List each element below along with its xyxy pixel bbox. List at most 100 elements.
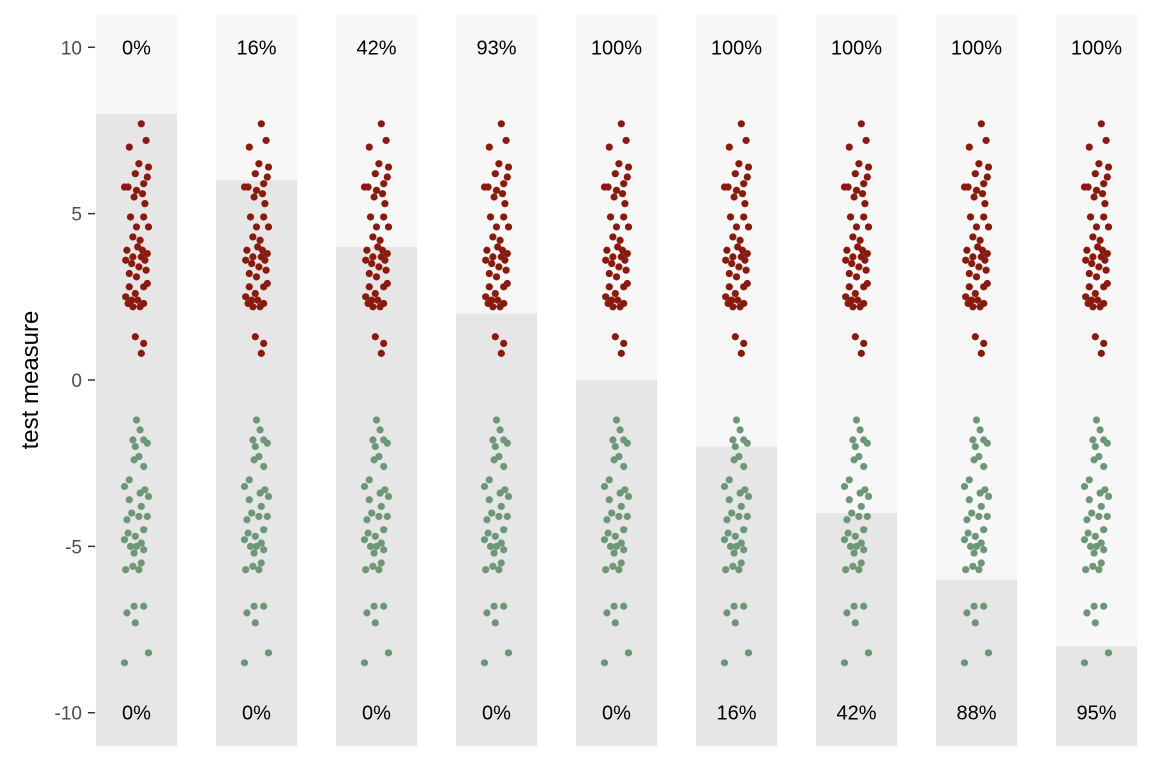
data-point — [1080, 482, 1089, 491]
panel-7: 100% 42% — [816, 14, 897, 746]
data-point — [496, 236, 504, 244]
data-point — [972, 542, 981, 550]
data-point — [492, 223, 501, 231]
data-point — [863, 512, 871, 521]
data-point — [855, 160, 863, 168]
data-point — [245, 496, 253, 504]
data-point — [252, 223, 261, 231]
data-point — [984, 492, 993, 501]
data-point — [1092, 416, 1101, 424]
data-point — [851, 619, 859, 627]
data-point — [732, 223, 741, 231]
data-point — [140, 462, 148, 471]
data-point — [840, 482, 849, 491]
bottom-percent-label: 88% — [956, 703, 996, 725]
data-point — [605, 283, 613, 291]
data-point — [851, 442, 859, 451]
data-point — [248, 259, 256, 268]
data-point — [1086, 542, 1095, 550]
data-point — [620, 526, 628, 534]
panel-5: 100% 0% — [576, 14, 657, 746]
data-point — [623, 512, 631, 521]
data-point — [960, 536, 969, 544]
data-point — [376, 303, 384, 311]
data-point — [983, 173, 991, 181]
data-point — [969, 436, 977, 444]
data-point — [256, 489, 264, 497]
data-point — [730, 602, 738, 610]
data-point — [497, 349, 505, 357]
data-point — [615, 160, 623, 168]
data-point — [495, 566, 503, 574]
data-point — [723, 609, 731, 617]
data-point — [744, 649, 753, 657]
data-point — [736, 303, 744, 311]
data-point — [1104, 163, 1113, 171]
data-point — [977, 120, 985, 128]
data-point — [488, 259, 496, 268]
data-point — [264, 223, 273, 231]
data-point — [500, 213, 508, 221]
data-point — [1084, 529, 1092, 537]
data-point — [1097, 349, 1105, 357]
data-point — [485, 143, 493, 151]
data-point — [380, 526, 388, 534]
data-point — [851, 532, 859, 540]
data-point — [600, 482, 609, 491]
data-point — [1096, 426, 1104, 434]
data-point — [731, 333, 739, 341]
data-point — [501, 200, 509, 208]
data-point — [610, 549, 618, 557]
data-point — [498, 190, 507, 198]
data-point — [123, 246, 131, 254]
data-point — [503, 173, 511, 181]
data-point — [260, 462, 268, 471]
data-point — [135, 263, 143, 271]
data-point — [725, 496, 733, 504]
data-point — [242, 293, 250, 301]
data-point — [263, 173, 271, 181]
data-point — [960, 183, 969, 191]
data-point — [377, 559, 385, 567]
data-point — [963, 246, 971, 254]
data-point — [610, 456, 618, 464]
data-point — [620, 213, 628, 221]
data-point — [611, 532, 619, 540]
data-point — [969, 562, 977, 570]
data-point — [723, 516, 731, 524]
data-point — [500, 526, 508, 534]
data-point — [857, 559, 865, 567]
data-point — [852, 223, 861, 231]
data-point — [362, 566, 370, 574]
data-point — [369, 562, 377, 570]
data-point — [123, 516, 131, 524]
data-point — [742, 266, 750, 274]
data-point — [483, 246, 491, 254]
data-point — [731, 442, 739, 451]
data-point — [606, 542, 615, 550]
data-point — [845, 476, 853, 484]
data-point — [966, 213, 975, 221]
data-point — [855, 512, 863, 521]
data-point — [729, 253, 737, 261]
data-point — [245, 283, 253, 291]
data-point — [849, 436, 857, 444]
data-point — [603, 246, 611, 254]
data-point — [245, 269, 253, 278]
data-point — [980, 213, 988, 221]
data-point — [384, 492, 393, 501]
data-point — [136, 426, 144, 434]
data-point — [729, 303, 737, 311]
data-point — [252, 542, 261, 550]
data-point — [240, 536, 249, 544]
data-point — [616, 303, 624, 311]
data-point — [1080, 659, 1089, 667]
data-point — [482, 293, 490, 301]
data-point — [605, 143, 613, 151]
data-point — [975, 566, 983, 574]
data-point — [1085, 143, 1093, 151]
data-point — [742, 136, 750, 145]
data-point — [371, 333, 379, 341]
data-point — [968, 259, 976, 268]
data-point — [496, 426, 504, 434]
